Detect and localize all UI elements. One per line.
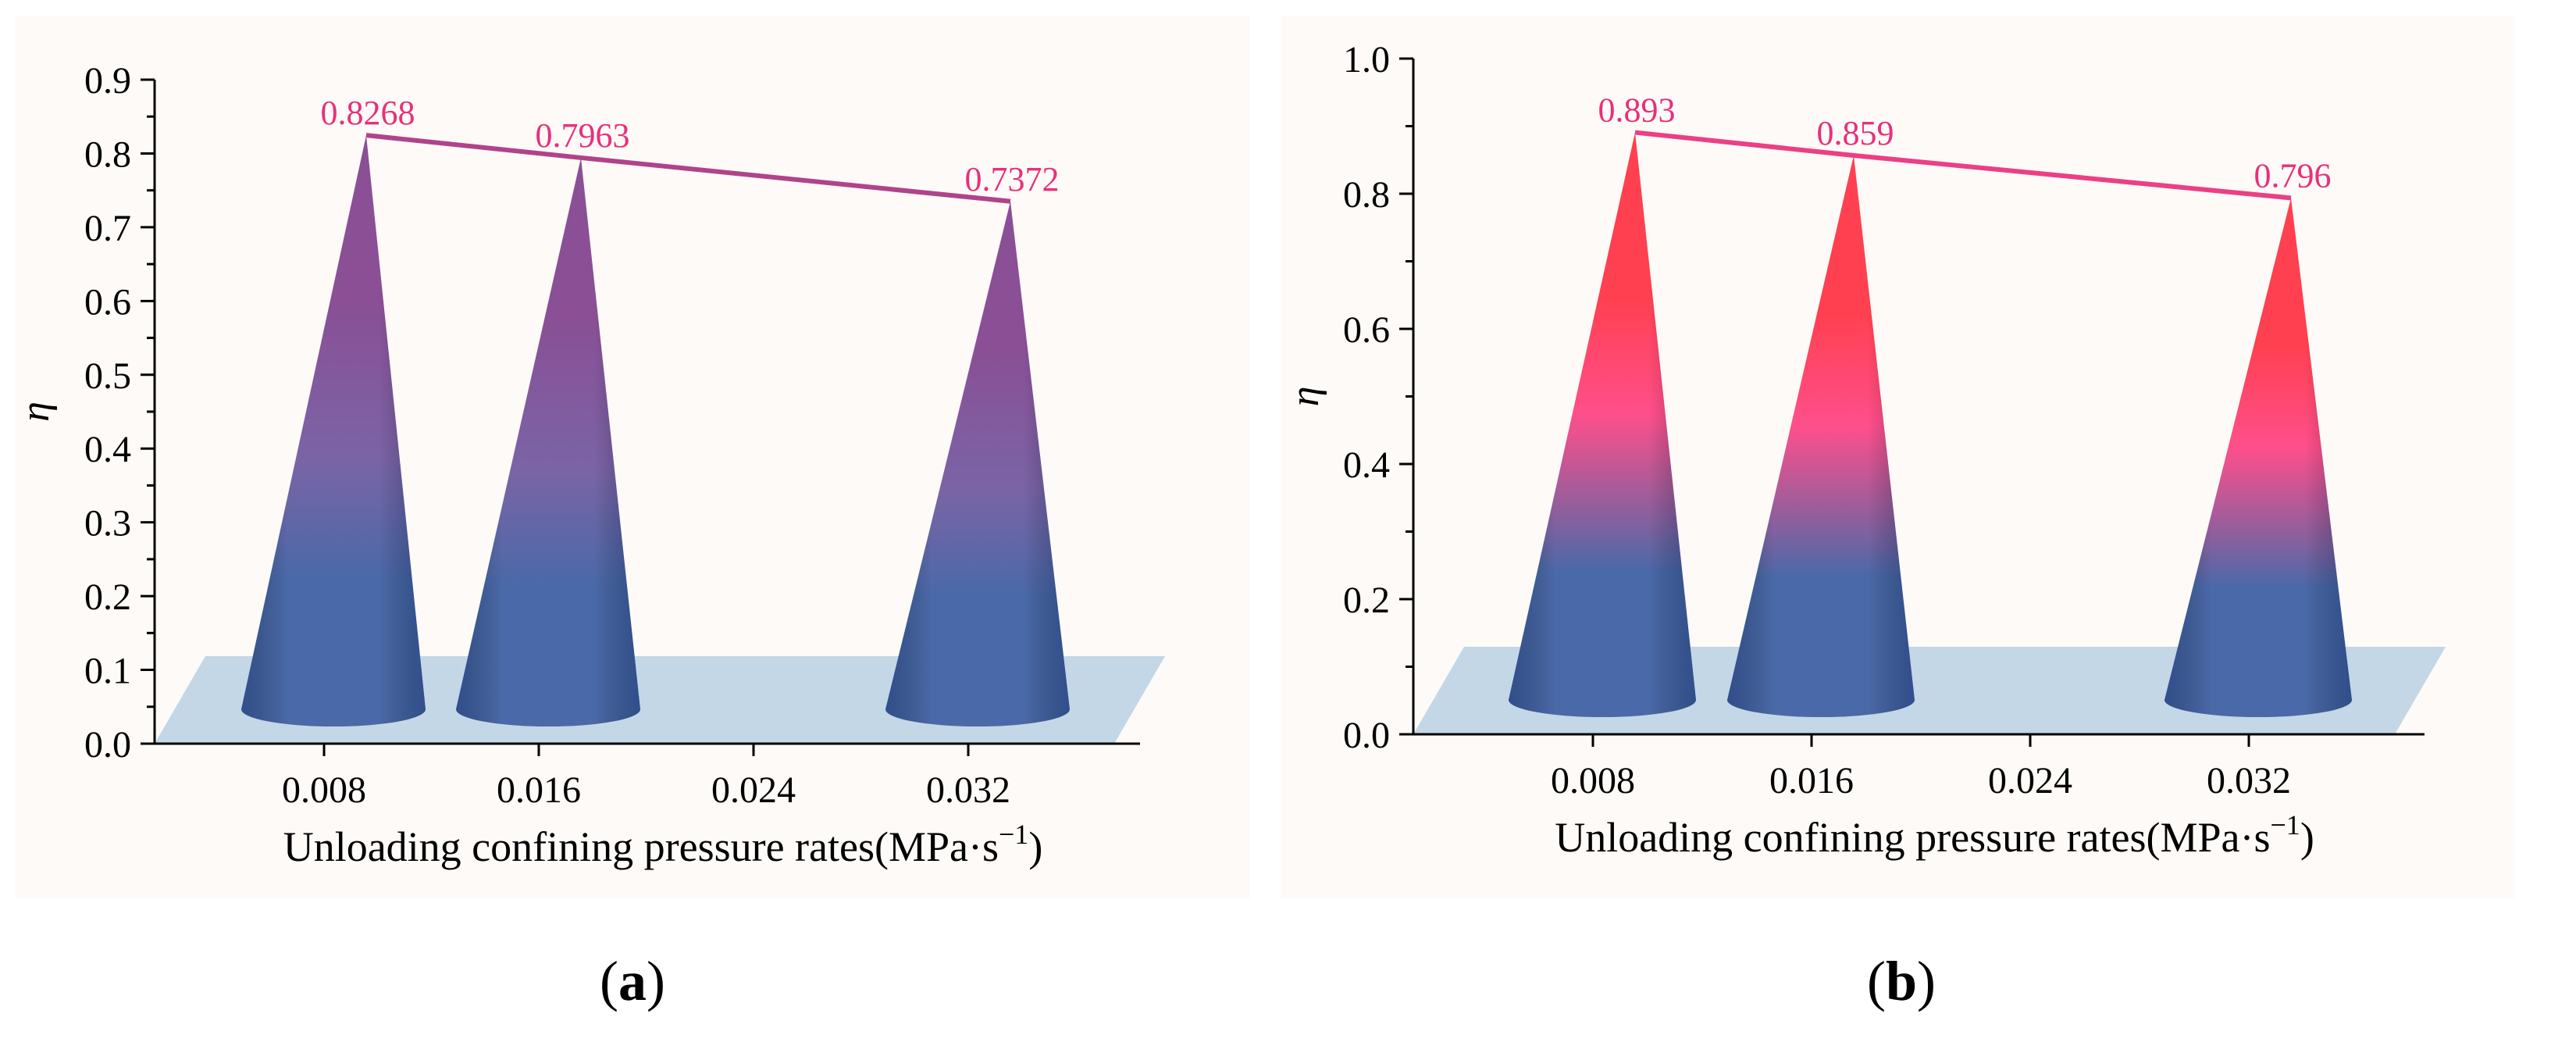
chart-a: 0.0 0.1 0.2 0.3 0.4 0.5 0.6 0.7 0.8 0.9 η 0.008 0.01… xyxy=(16,60,1165,870)
x-tick-label: 0.008 xyxy=(282,769,366,811)
caption-b-letter: b xyxy=(1885,950,1918,1012)
chart-panel-b: 0.0 0.2 0.4 0.6 0.8 1.0 η 0.008 0.016 0.024 0.032 U… xyxy=(1281,16,2514,898)
y-tick-label: 0.0 xyxy=(1343,715,1390,756)
y-tick-label: 0.1 xyxy=(84,651,131,692)
y-tick-label: 0.4 xyxy=(84,429,131,470)
cone-bar-shading xyxy=(1509,132,1696,717)
y-tick-label: 1.0 xyxy=(1343,39,1390,80)
cone-bar-shading xyxy=(885,201,1070,726)
chart-panel-a: 0.0 0.1 0.2 0.3 0.4 0.5 0.6 0.7 0.8 0.9 η 0.008 0.01… xyxy=(16,16,1249,898)
data-label: 0.859 xyxy=(1817,114,1894,152)
x-tick-label: 0.016 xyxy=(1769,760,1854,801)
y-axis-label: η xyxy=(1283,387,1327,407)
data-label: 0.796 xyxy=(2254,156,2332,195)
cone-bar-shading xyxy=(456,157,640,726)
data-label: 0.7372 xyxy=(965,160,1060,198)
data-label: 0.893 xyxy=(1598,91,1676,130)
y-tick-label: 0.9 xyxy=(84,60,131,102)
x-tick-label: 0.032 xyxy=(2207,760,2291,801)
caption-b: (b) xyxy=(1866,950,1936,1012)
y-tick-label: 0.2 xyxy=(84,576,131,618)
y-tick-label: 0.8 xyxy=(84,134,131,175)
caption-a-letter: a xyxy=(618,950,647,1012)
caption-a: (a) xyxy=(600,950,665,1012)
y-tick-label: 0.6 xyxy=(84,281,131,323)
data-label: 0.7963 xyxy=(536,116,630,155)
y-tick-label: 0.6 xyxy=(1343,309,1390,351)
x-tick-label: 0.024 xyxy=(711,769,796,811)
trend-line xyxy=(365,133,1011,204)
y-tick-label: 0.2 xyxy=(1343,580,1390,621)
cone-bar-shading xyxy=(1727,155,1915,718)
y-tick-label: 0.0 xyxy=(84,724,131,766)
x-tick-label: 0.016 xyxy=(497,769,581,811)
data-label: 0.8268 xyxy=(321,94,415,132)
y-tick-label: 0.7 xyxy=(84,208,131,249)
y-tick-label: 0.3 xyxy=(84,503,131,544)
x-tick-label: 0.008 xyxy=(1551,760,1635,801)
x-tick-label: 0.032 xyxy=(926,769,1010,811)
x-axis-label: Unloading confining pressure rates(MPa·s… xyxy=(283,819,1043,870)
trend-line xyxy=(1634,130,2292,201)
cone-bar-shading xyxy=(2164,198,2352,717)
chart-b: 0.0 0.2 0.4 0.6 0.8 1.0 η 0.008 0.016 0.024 0.032 U… xyxy=(1283,39,2446,861)
y-axis-label: η xyxy=(16,402,58,422)
x-tick-label: 0.024 xyxy=(1988,760,2072,801)
y-tick-label: 0.5 xyxy=(84,355,131,397)
cone-bar-shading xyxy=(241,135,426,727)
y-tick-label: 0.8 xyxy=(1343,174,1390,216)
y-tick-label: 0.4 xyxy=(1343,444,1390,486)
x-axis-label: Unloading confining pressure rates(MPa·s… xyxy=(1555,809,2314,861)
